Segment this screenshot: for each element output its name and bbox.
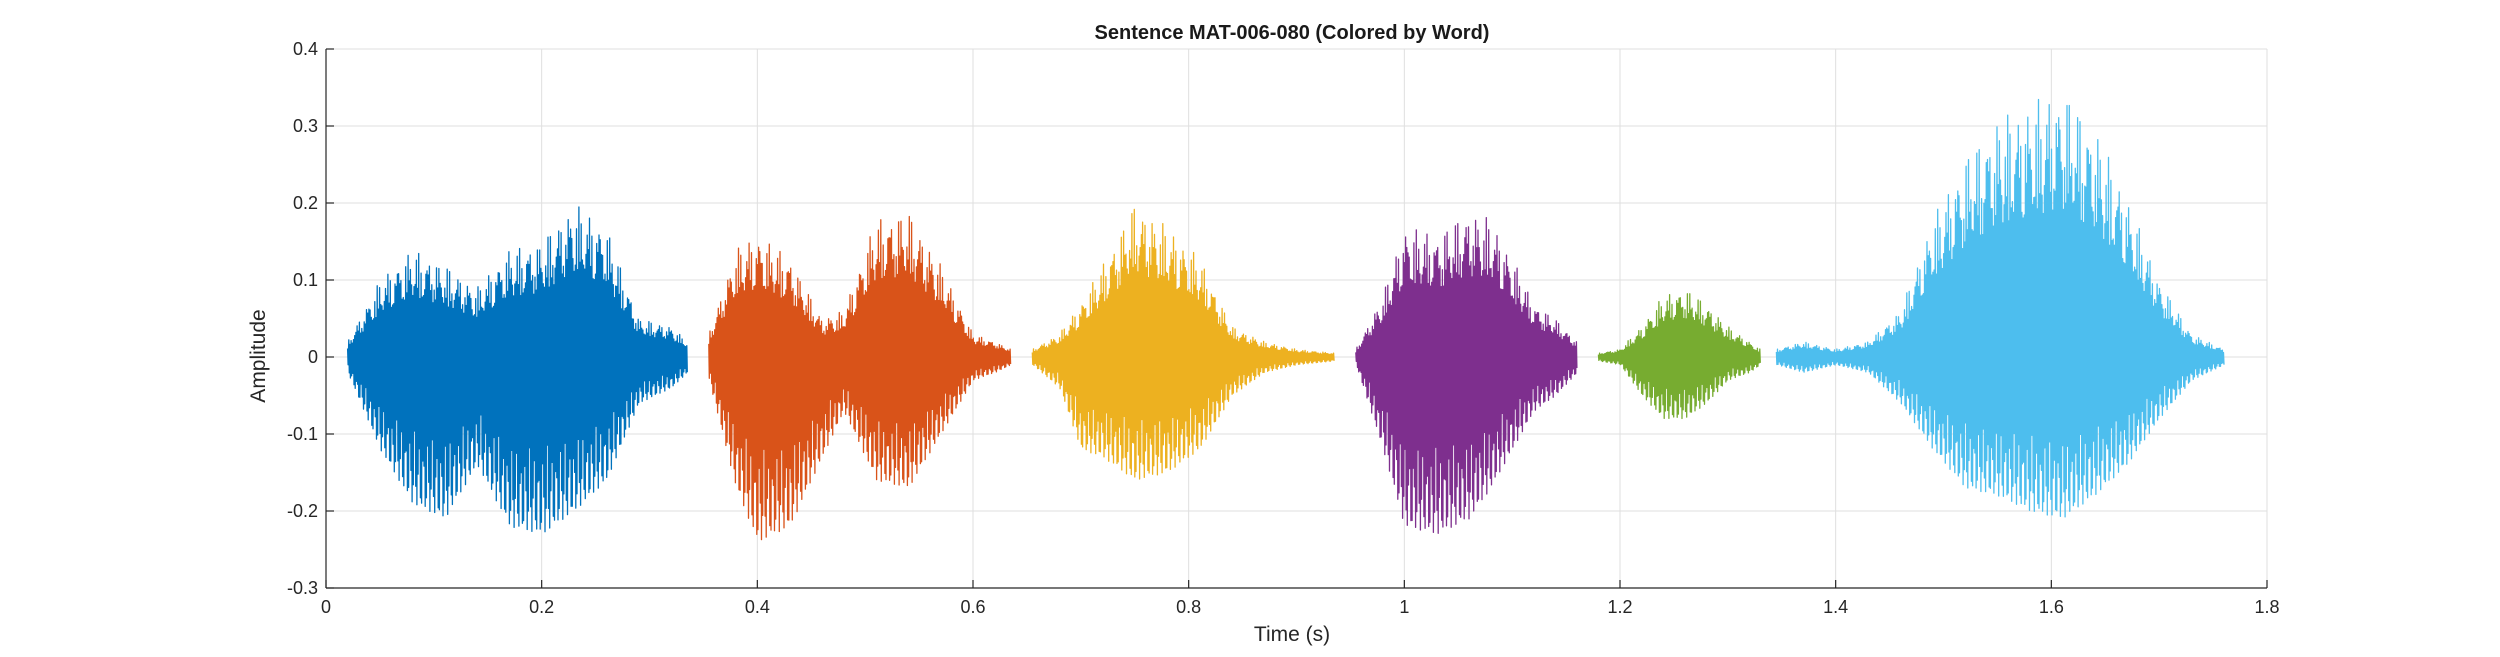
x-ticks: 0 0.2 0.4 0.6 0.8 1 1.2 1.4 1.6 1.8 [321,580,2280,617]
axes [325,49,2267,589]
x-tick-label: 0 [321,597,331,617]
waveform-word-5 [1597,293,1761,420]
x-tick-label: 1.4 [1823,597,1848,617]
x-tick-label: 1.8 [2254,597,2279,617]
waveform-word-3 [1031,208,1335,480]
y-tick-label: 0 [308,347,318,367]
y-tick-label: 0.4 [293,39,318,59]
x-tick-label: 1.2 [1607,597,1632,617]
y-axis-label: Amplitude [247,309,270,402]
waveform-word-1 [346,206,688,533]
y-tick-label: 0.2 [293,193,318,213]
waveform-word-6 [1775,98,2225,518]
waveform-word-2 [708,215,1012,541]
chart-title: Sentence MAT-006-080 (Colored by Word) [1095,22,1490,44]
x-tick-label: 0.2 [529,597,554,617]
x-axis-label: Time (s) [1254,623,1330,646]
x-tick-label: 1 [1399,597,1409,617]
x-tick-label: 0.4 [745,597,770,617]
waveform-word-4 [1355,216,1578,534]
x-tick-label: 0.8 [1176,597,1201,617]
y-tick-label: 0.1 [293,270,318,290]
x-tick-label: 0.6 [960,597,985,617]
waveform-series-group [346,98,2225,541]
y-tick-label: -0.1 [287,424,318,444]
x-tick-label: 1.6 [2039,597,2064,617]
y-tick-label: -0.3 [287,578,318,598]
y-tick-label: -0.2 [287,501,318,521]
y-ticks: -0.3 -0.2 -0.1 0 0.1 0.2 0.3 0.4 [287,39,334,598]
y-tick-label: 0.3 [293,116,318,136]
